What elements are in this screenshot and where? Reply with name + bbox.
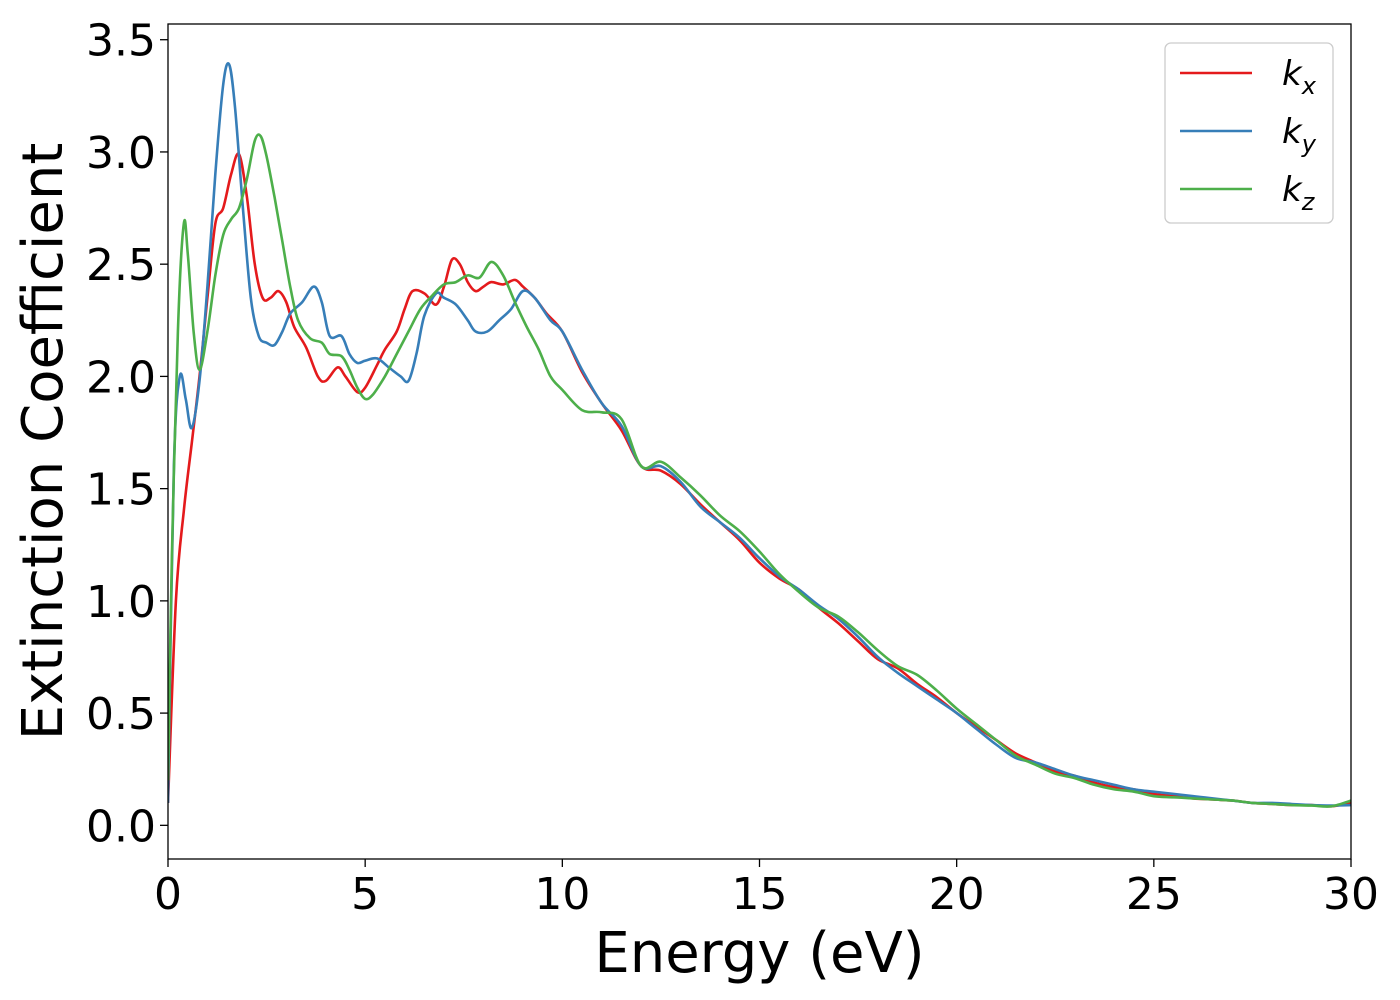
x-tick-label: 15 xyxy=(732,869,788,920)
y-tick-label: 1.5 xyxy=(86,465,156,516)
series-layer xyxy=(168,62,1351,808)
legend-frame xyxy=(1164,42,1334,224)
series-line-kx xyxy=(168,152,1351,808)
x-tick-label: 10 xyxy=(534,869,590,920)
y-tick-label: 0.0 xyxy=(86,801,156,852)
y-tick-label: 0.5 xyxy=(86,689,156,740)
y-tick-label: 1.0 xyxy=(86,577,156,628)
y-tick-label: 3.5 xyxy=(86,16,156,67)
series-line-kz xyxy=(168,133,1351,808)
y-tick-label: 2.5 xyxy=(86,240,156,291)
x-tick-label: 5 xyxy=(351,869,379,920)
x-axis: 0 5 10 15 20 25 30 xyxy=(154,859,1379,920)
y-axis: 0.0 0.5 1.0 1.5 2.0 2.5 3.0 3.5 xyxy=(86,16,168,852)
x-tick-label: 0 xyxy=(154,869,182,920)
series-line-ky xyxy=(168,62,1351,807)
y-axis-label: Extinction Coefficient xyxy=(11,143,76,741)
y-tick-label: 3.0 xyxy=(86,128,156,179)
y-tick-label: 2.0 xyxy=(86,352,156,403)
x-tick-label: 20 xyxy=(929,869,985,920)
x-tick-label: 25 xyxy=(1126,869,1182,920)
x-tick-label: 30 xyxy=(1323,869,1379,920)
x-axis-label: Energy (eV) xyxy=(594,921,924,986)
